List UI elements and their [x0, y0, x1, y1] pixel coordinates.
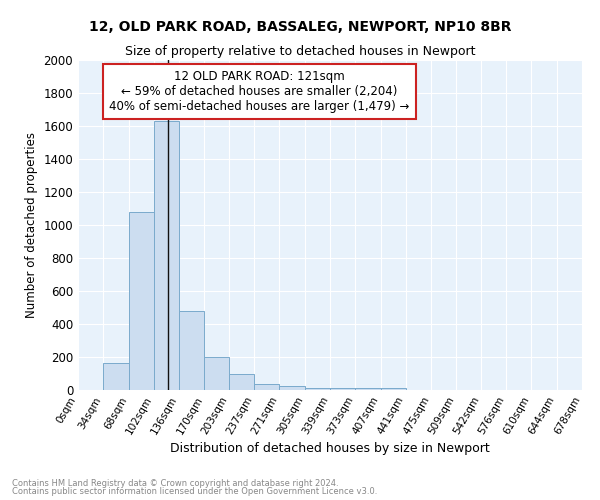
Text: 12 OLD PARK ROAD: 121sqm
← 59% of detached houses are smaller (2,204)
40% of sem: 12 OLD PARK ROAD: 121sqm ← 59% of detach…: [109, 70, 410, 113]
Text: 12, OLD PARK ROAD, BASSALEG, NEWPORT, NP10 8BR: 12, OLD PARK ROAD, BASSALEG, NEWPORT, NP…: [89, 20, 511, 34]
Bar: [179, 311, 205, 390]
Bar: [229, 374, 254, 390]
Bar: [205, 357, 229, 390]
X-axis label: Distribution of detached houses by size in Newport: Distribution of detached houses by size …: [170, 442, 490, 455]
Text: Contains HM Land Registry data © Crown copyright and database right 2024.: Contains HM Land Registry data © Crown c…: [12, 478, 338, 488]
Bar: [103, 363, 128, 390]
Bar: [380, 388, 406, 390]
Text: Size of property relative to detached houses in Newport: Size of property relative to detached ho…: [125, 45, 475, 58]
Bar: [254, 384, 280, 390]
Bar: [355, 388, 380, 390]
Bar: [154, 121, 179, 390]
Bar: [128, 212, 154, 390]
Text: Contains public sector information licensed under the Open Government Licence v3: Contains public sector information licen…: [12, 487, 377, 496]
Bar: [280, 386, 305, 390]
Y-axis label: Number of detached properties: Number of detached properties: [25, 132, 38, 318]
Bar: [330, 388, 355, 390]
Bar: [305, 388, 330, 390]
